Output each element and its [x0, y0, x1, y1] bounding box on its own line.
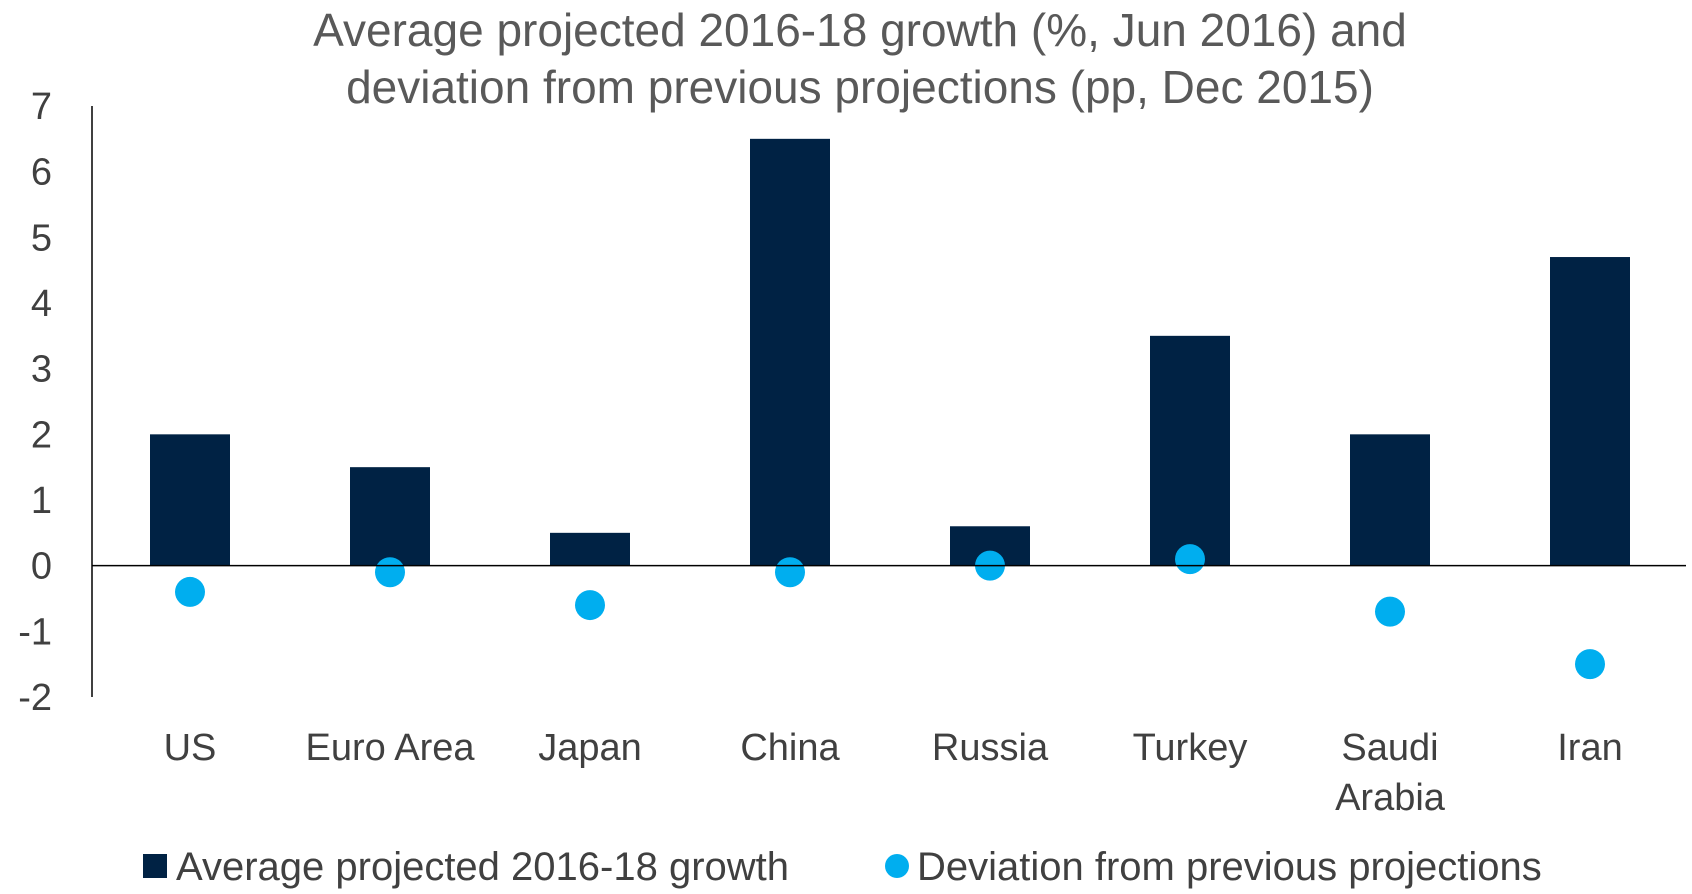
- bar: [150, 434, 230, 566]
- y-tick-label: 3: [31, 349, 52, 391]
- x-tick-label: China: [740, 727, 840, 769]
- bar: [550, 532, 630, 566]
- x-tick-label: Iran: [1557, 727, 1622, 769]
- bar: [1550, 257, 1630, 566]
- legend: Average projected 2016-18 growth Deviatio…: [143, 845, 1542, 889]
- y-tick-label: 2: [31, 414, 52, 456]
- chart-title: Average projected 2016-18 growth (%, Jun…: [313, 4, 1407, 113]
- bar-series: [150, 138, 1630, 566]
- y-tick-label: -1: [18, 611, 52, 653]
- x-tick-label: Euro Area: [306, 727, 476, 769]
- scatter-point: [1175, 544, 1205, 575]
- scatter-series: [175, 544, 1605, 680]
- legend-label-bar-series: Average projected 2016-18 growth: [176, 845, 789, 889]
- bar: [350, 467, 430, 566]
- x-axis: US Euro Area Japan China Russia Turkey Saudi Ar…: [92, 564, 1686, 819]
- chart-title-line: deviation from previous projections (pp,…: [346, 61, 1374, 113]
- y-tick-label: 1: [31, 480, 52, 522]
- y-tick-label: 0: [31, 546, 52, 588]
- bar: [750, 138, 830, 566]
- y-tick-label: 5: [31, 217, 52, 259]
- x-tick-label: Russia: [932, 727, 1049, 769]
- bar: [1150, 335, 1230, 566]
- legend-swatch-point: [885, 854, 909, 878]
- legend-swatch-bar: [143, 854, 167, 878]
- scatter-point: [775, 557, 805, 588]
- bar: [1350, 434, 1430, 566]
- scatter-point: [575, 590, 605, 621]
- scatter-point: [1375, 596, 1405, 627]
- scatter-point: [375, 557, 405, 588]
- y-tick-label: -2: [18, 677, 52, 719]
- x-tick-label: Arabia: [1335, 777, 1446, 819]
- y-tick-label: 7: [31, 86, 52, 128]
- y-tick-label: 4: [31, 283, 52, 325]
- y-axis: 7 6 5 4 3 2 1 0 -1 -2: [18, 86, 93, 719]
- y-tick-label: 6: [31, 152, 52, 194]
- x-tick-label: Turkey: [1133, 727, 1248, 769]
- scatter-point: [1575, 649, 1605, 680]
- chart-title-line: Average projected 2016-18 growth (%, Jun…: [313, 4, 1407, 56]
- x-tick-label: Saudi: [1341, 727, 1438, 769]
- scatter-point: [175, 576, 205, 607]
- x-tick-label: Japan: [538, 727, 642, 769]
- x-tick-label: US: [164, 727, 217, 769]
- legend-label-scatter-series: Deviation from previous projections: [917, 845, 1542, 889]
